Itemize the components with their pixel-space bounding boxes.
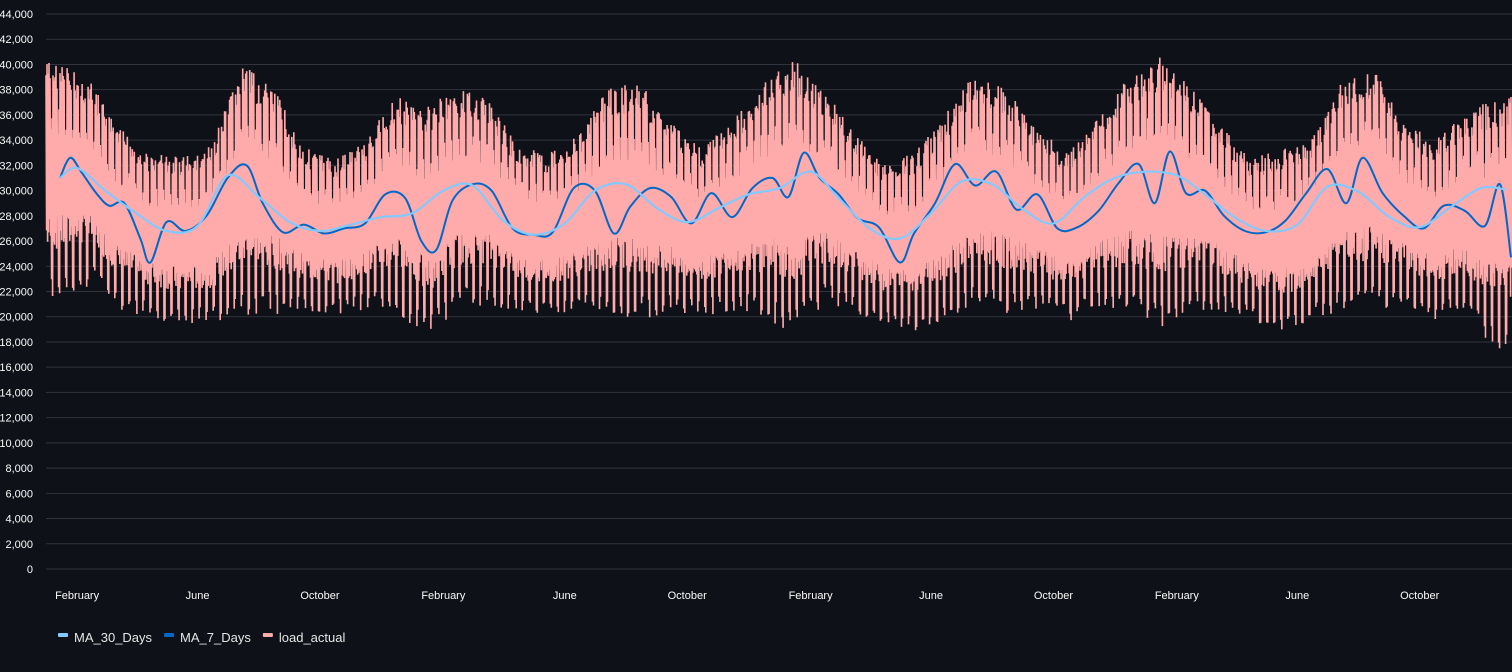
y-tick-label: 6,000 <box>5 488 33 500</box>
y-tick-label: 34,000 <box>0 135 33 147</box>
x-tick-label: October <box>300 590 339 602</box>
y-tick-label: 8,000 <box>5 463 33 475</box>
x-tick-label: June <box>919 590 943 602</box>
legend-swatch <box>58 633 68 637</box>
legend-label: MA_30_Days <box>74 630 153 645</box>
x-tick-label: February <box>421 590 466 602</box>
y-tick-label: 30,000 <box>0 186 33 198</box>
y-tick-label: 32,000 <box>0 160 33 172</box>
legend-label: MA_7_Days <box>180 630 251 645</box>
y-tick-label: 10,000 <box>0 438 33 450</box>
y-tick-label: 2,000 <box>5 539 33 551</box>
y-tick-label: 40,000 <box>0 59 33 71</box>
legend-label: load_actual <box>279 630 346 645</box>
legend-item-load_actual[interactable]: load_actual <box>262 630 346 645</box>
x-tick-label: October <box>1400 590 1439 602</box>
x-tick-label: February <box>55 590 100 602</box>
y-tick-label: 22,000 <box>0 287 33 299</box>
x-tick-label: February <box>1155 590 1200 602</box>
x-tick-label: June <box>553 590 577 602</box>
x-tick-label: June <box>1285 590 1309 602</box>
y-tick-label: 38,000 <box>0 85 33 97</box>
series-MA_7_Days <box>59 150 1512 264</box>
y-tick-label: 36,000 <box>0 110 33 122</box>
x-tick-label: October <box>668 590 707 602</box>
y-tick-label: 28,000 <box>0 211 33 223</box>
legend-swatch <box>164 633 175 637</box>
y-tick-label: 12,000 <box>0 413 33 425</box>
y-tick-label: 14,000 <box>0 387 33 399</box>
series-layer <box>45 57 1512 349</box>
x-axis: February June October February June October Fe… <box>55 590 1439 602</box>
series-MA_30_Days <box>59 166 1506 241</box>
y-tick-label: 44,000 <box>0 9 33 21</box>
legend-swatch <box>262 633 273 637</box>
y-tick-label: 20,000 <box>0 312 33 324</box>
y-tick-label: 18,000 <box>0 337 33 349</box>
y-tick-label: 0 <box>27 564 33 576</box>
y-tick-label: 4,000 <box>5 514 33 526</box>
y-tick-label: 24,000 <box>0 261 33 273</box>
load-actual-line <box>45 57 1512 349</box>
line-MA_30_Days <box>59 166 1506 241</box>
x-tick-label: February <box>789 590 834 602</box>
y-tick-label: 16,000 <box>0 362 33 374</box>
series-load_actual <box>45 57 1512 349</box>
legend-item-MA_30_Days[interactable]: MA_30_Days <box>58 630 153 645</box>
legend-item-MA_7_Days[interactable]: MA_7_Days <box>164 630 251 645</box>
y-axis: 0 2,000 4,000 6,000 8,000 10,000 12,000 14,000 1… <box>0 9 33 576</box>
x-tick-label: October <box>1034 590 1073 602</box>
x-tick-label: June <box>186 590 210 602</box>
y-tick-label: 26,000 <box>0 236 33 248</box>
line-MA_7_Days <box>59 150 1512 264</box>
legend: MA_30_Days MA_7_Days load_actual <box>58 630 345 645</box>
y-tick-label: 42,000 <box>0 34 33 46</box>
